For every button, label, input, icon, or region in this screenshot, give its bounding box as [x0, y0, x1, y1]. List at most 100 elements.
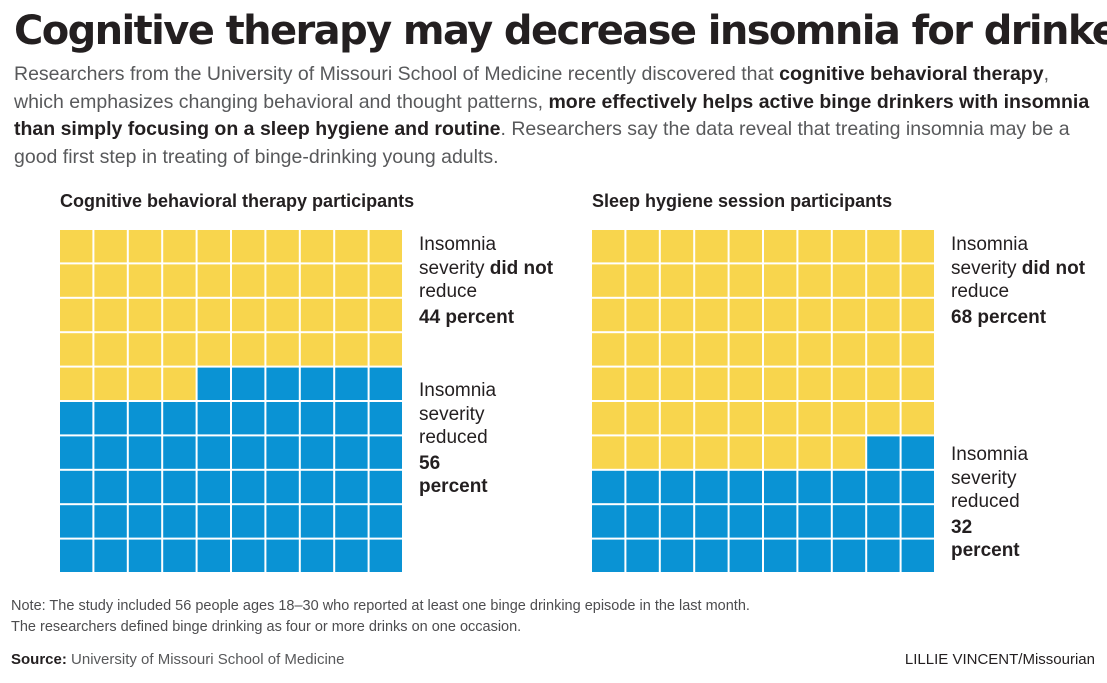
waffle-cell-reduced [335, 402, 368, 435]
waffle-cell-not-reduced [798, 264, 831, 297]
waffle-cell-not-reduced [163, 230, 196, 263]
intro-text: Researchers from the University of Misso… [14, 63, 780, 85]
waffle-cell-reduced [764, 539, 797, 572]
waffle-cell-not-reduced [592, 230, 625, 263]
waffle-cell-reduced [232, 539, 265, 572]
waffle-cell-reduced [592, 539, 625, 572]
label-line: Insomnia severity reduced [419, 380, 497, 448]
intro-text: . Researchers say the data reveal that t… [14, 118, 1070, 168]
waffle-cell-not-reduced [798, 436, 831, 469]
waffle-cell-not-reduced [729, 264, 762, 297]
waffle-cell-not-reduced [592, 367, 625, 400]
waffle-cell-not-reduced [94, 230, 127, 263]
waffle-cell-not-reduced [300, 230, 334, 263]
credit-line: LILLIE VINCENT/Missourian [905, 651, 1095, 668]
waffle-cell-reduced [798, 539, 831, 572]
waffle-cell-reduced [901, 539, 934, 572]
waffle-cell-not-reduced [335, 230, 368, 263]
waffle-cell-not-reduced [901, 264, 934, 297]
waffle-cell-reduced [128, 402, 162, 435]
waffle-cell-not-reduced [695, 264, 728, 297]
waffle-cell-not-reduced [832, 367, 866, 400]
waffle-cell-not-reduced [695, 298, 728, 332]
waffle-cell-not-reduced [695, 402, 728, 435]
waffle-cell-reduced [60, 436, 93, 469]
waffle-cell-reduced [128, 539, 162, 572]
waffle-cell-not-reduced [729, 367, 762, 400]
waffle-cell-not-reduced [764, 230, 797, 263]
percent-label-cbt-reduced: 56 percent [419, 452, 488, 498]
waffle-cell-reduced [197, 367, 230, 400]
label-line: Insomnia severity [951, 234, 1029, 279]
waffle-cell-not-reduced [729, 436, 762, 469]
waffle-cell-not-reduced [369, 298, 402, 332]
waffle-cell-not-reduced [660, 402, 694, 435]
waffle-cell-reduced [369, 539, 402, 572]
waffle-cell-not-reduced [901, 230, 934, 263]
waffle-cell-not-reduced [60, 230, 93, 263]
waffle-cell-reduced [335, 367, 368, 400]
waffle-cell-not-reduced [197, 264, 230, 297]
waffle-cell-reduced [232, 470, 265, 504]
waffle-cell-reduced [94, 505, 127, 538]
label-line: Insomnia severity [419, 234, 497, 279]
waffle-cell-reduced [300, 470, 334, 504]
waffle-cell-not-reduced [300, 298, 334, 332]
waffle-cell-reduced [266, 539, 299, 572]
waffle-cell-reduced [369, 470, 402, 504]
waffle-cell-not-reduced [901, 402, 934, 435]
waffle-cell-not-reduced [266, 333, 299, 366]
waffle-cell-reduced [60, 505, 93, 538]
waffle-cell-not-reduced [798, 333, 831, 366]
waffle-cell-not-reduced [626, 230, 659, 263]
waffle-cell-reduced [197, 539, 230, 572]
waffle-cell-not-reduced [660, 436, 694, 469]
waffle-cell-reduced [626, 470, 659, 504]
waffle-cell-not-reduced [94, 367, 127, 400]
waffle-cell-reduced [266, 470, 299, 504]
waffle-cell-not-reduced [764, 298, 797, 332]
waffle-cell-not-reduced [592, 402, 625, 435]
source-line: Source: University of Missouri School of… [11, 651, 344, 668]
waffle-cell-not-reduced [197, 333, 230, 366]
waffle-cell-reduced [867, 539, 900, 572]
waffle-cell-not-reduced [695, 367, 728, 400]
chart-title-cbt: Cognitive behavioral therapy participant… [60, 191, 415, 211]
waffle-cell-not-reduced [128, 367, 162, 400]
waffle-cell-not-reduced [832, 333, 866, 366]
waffle-cell-not-reduced [660, 298, 694, 332]
waffle-cell-reduced [626, 505, 659, 538]
waffle-cell-reduced [660, 505, 694, 538]
waffle-cell-not-reduced [232, 230, 265, 263]
waffle-cell-not-reduced [867, 298, 900, 332]
waffle-cell-reduced [300, 436, 334, 469]
waffle-cell-reduced [335, 505, 368, 538]
waffle-cell-reduced [128, 470, 162, 504]
credit-org: /Missourian [1018, 651, 1095, 668]
source-text: University of Missouri School of Medicin… [71, 651, 345, 668]
waffle-cell-not-reduced [729, 402, 762, 435]
waffle-cell-reduced [163, 505, 196, 538]
waffle-cell-not-reduced [300, 333, 334, 366]
waffle-cell-reduced [798, 470, 831, 504]
waffle-cell-not-reduced [626, 402, 659, 435]
waffle-cell-reduced [60, 470, 93, 504]
percent-label-cbt-not-reduced: 44 percent [419, 306, 515, 328]
waffle-cell-not-reduced [660, 367, 694, 400]
waffle-cell-reduced [729, 539, 762, 572]
waffle-cell-not-reduced [660, 333, 694, 366]
waffle-cell-reduced [660, 470, 694, 504]
waffle-cell-not-reduced [128, 264, 162, 297]
waffle-cell-not-reduced [901, 298, 934, 332]
waffle-cell-reduced [300, 367, 334, 400]
waffle-cell-reduced [94, 470, 127, 504]
footnote: Note: The study included 56 people ages … [11, 598, 750, 635]
waffle-cell-not-reduced [163, 264, 196, 297]
waffle-cell-reduced [660, 539, 694, 572]
percent-label-sleep-not-reduced: 68 percent [951, 306, 1047, 328]
waffle-cell-not-reduced [798, 230, 831, 263]
waffle-cell-reduced [798, 505, 831, 538]
waffle-cell-reduced [592, 470, 625, 504]
waffle-cell-not-reduced [94, 264, 127, 297]
waffle-cell-not-reduced [335, 333, 368, 366]
